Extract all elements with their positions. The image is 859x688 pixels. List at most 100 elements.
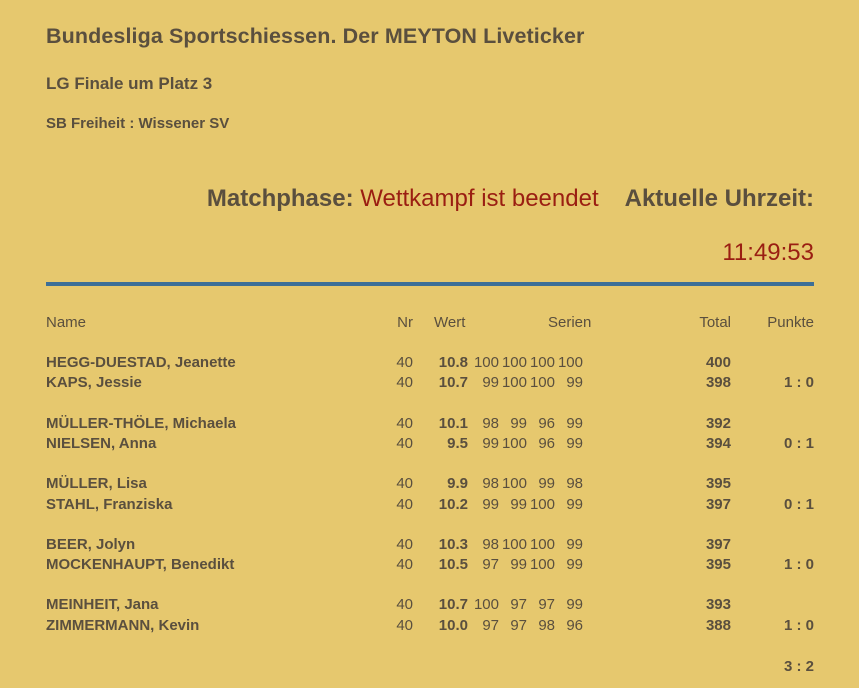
matchphase-value: Wettkampf ist beendet xyxy=(360,185,599,212)
serie-value: 96 xyxy=(538,415,555,432)
column-header-nr: Nr xyxy=(397,314,413,331)
shooter-nr: 40 xyxy=(396,536,413,553)
shooter-nr: 40 xyxy=(396,596,413,613)
shooter-serien: 99 100 96 99 xyxy=(473,434,597,454)
shooter-wert: 10.0 xyxy=(438,617,468,634)
shooter-nr: 40 xyxy=(396,374,413,391)
shooter-name: MÜLLER-THÖLE, Michaela xyxy=(46,415,237,432)
serie-value: 99 xyxy=(566,415,583,432)
serie-value: 96 xyxy=(566,617,583,634)
serie-value: 100 xyxy=(501,354,527,371)
status-line: Matchphase: Wettkampf ist beendet Aktuell… xyxy=(46,185,814,217)
shooter-name: KAPS, Jessie xyxy=(46,374,142,391)
serie-value: 97 xyxy=(510,596,527,613)
serie-value: 99 xyxy=(566,536,583,553)
serie-value: 100 xyxy=(501,435,527,452)
column-header-wert: Wert xyxy=(434,314,466,331)
shooter-nr: 40 xyxy=(396,354,413,371)
shooter-serien: 99 99 100 99 xyxy=(473,495,597,515)
duel-points: 1 : 0 xyxy=(783,556,814,573)
shooter-nr: 40 xyxy=(396,617,413,634)
shooter-serien: 100 97 97 99 xyxy=(473,595,597,615)
shooter-wert: 10.3 xyxy=(438,536,468,553)
shooter-total: 397 xyxy=(705,536,731,553)
serie-value: 98 xyxy=(566,475,583,492)
serie-value: 99 xyxy=(510,415,527,432)
serie-value: 100 xyxy=(557,354,583,371)
serie-value: 97 xyxy=(510,617,527,634)
shooter-nr: 40 xyxy=(396,435,413,452)
serie-value: 100 xyxy=(473,354,499,371)
duel-points: 0 : 1 xyxy=(783,435,814,452)
serie-value: 97 xyxy=(482,556,499,573)
shooter-wert: 10.2 xyxy=(438,496,468,513)
shooter-wert: 9.9 xyxy=(447,475,468,492)
shooter-total: 398 xyxy=(705,374,731,391)
shooter-total: 392 xyxy=(705,415,731,432)
serie-value: 100 xyxy=(529,556,555,573)
serie-value: 100 xyxy=(529,374,555,391)
duel-points: 1 : 0 xyxy=(783,374,814,391)
shooter-total: 388 xyxy=(705,617,731,634)
serie-value: 99 xyxy=(482,435,499,452)
shooter-total: 393 xyxy=(705,596,731,613)
shooter-name: MÜLLER, Lisa xyxy=(46,475,147,492)
serie-value: 99 xyxy=(566,435,583,452)
header-divider xyxy=(46,282,814,286)
column-header-punkte: Punkte xyxy=(767,314,814,331)
serie-value: 97 xyxy=(538,596,555,613)
duel-points: 0 : 1 xyxy=(783,496,814,513)
serie-value: 99 xyxy=(566,374,583,391)
shooter-wert: 10.1 xyxy=(438,415,468,432)
serie-value: 98 xyxy=(538,617,555,634)
shooter-total: 394 xyxy=(705,435,731,452)
serie-value: 100 xyxy=(501,475,527,492)
shooter-serien: 98 100 99 98 xyxy=(473,474,597,494)
shooter-serien: 100 100 100 100 xyxy=(473,353,597,373)
shooter-nr: 40 xyxy=(396,496,413,513)
shooter-name: BEER, Jolyn xyxy=(46,536,136,553)
shooter-serien: 99 100 100 99 xyxy=(473,373,597,393)
serie-value: 98 xyxy=(482,415,499,432)
serie-value: 100 xyxy=(501,536,527,553)
column-header-total: Total xyxy=(699,314,731,331)
team-matchup: SB Freiheit : Wissener SV xyxy=(46,115,230,132)
column-header-serien: Serien xyxy=(548,314,592,331)
page-title: Bundesliga Sportschiessen. Der MEYTON Li… xyxy=(46,24,585,48)
serie-value: 97 xyxy=(482,617,499,634)
serie-value: 99 xyxy=(538,475,555,492)
serie-value: 99 xyxy=(566,496,583,513)
duel-points: 1 : 0 xyxy=(783,617,814,634)
serie-value: 98 xyxy=(482,536,499,553)
serie-value: 98 xyxy=(482,475,499,492)
shooter-name: MEINHEIT, Jana xyxy=(46,596,159,613)
shooter-total: 397 xyxy=(705,496,731,513)
shooter-name: STAHL, Franziska xyxy=(46,496,173,513)
shooter-serien: 98 99 96 99 xyxy=(473,414,597,434)
serie-value: 100 xyxy=(473,596,499,613)
shooter-wert: 10.5 xyxy=(438,556,468,573)
shooter-total: 400 xyxy=(705,354,731,371)
shooter-serien: 97 99 100 99 xyxy=(473,555,597,575)
shooter-name: HEGG-DUESTAD, Jeanette xyxy=(46,354,236,371)
serie-value: 100 xyxy=(529,496,555,513)
matchphase-label: Matchphase: xyxy=(206,185,354,212)
shooter-wert: 9.5 xyxy=(447,435,468,452)
shooter-nr: 40 xyxy=(396,415,413,432)
final-score: 3 : 2 xyxy=(783,658,814,675)
serie-value: 100 xyxy=(529,354,555,371)
shooter-total: 395 xyxy=(705,556,731,573)
serie-value: 99 xyxy=(566,596,583,613)
shooter-name: MOCKENHAUPT, Benedikt xyxy=(46,556,235,573)
shooter-serien: 97 97 98 96 xyxy=(473,616,597,636)
shooter-wert: 10.8 xyxy=(438,354,468,371)
shooter-wert: 10.7 xyxy=(438,374,468,391)
serie-value: 96 xyxy=(538,435,555,452)
serie-value: 100 xyxy=(529,536,555,553)
shooter-name: ZIMMERMANN, Kevin xyxy=(46,617,200,634)
shooter-total: 395 xyxy=(705,475,731,492)
shooter-nr: 40 xyxy=(396,475,413,492)
serie-value: 99 xyxy=(482,496,499,513)
shooter-wert: 10.7 xyxy=(438,596,468,613)
shooter-name: NIELSEN, Anna xyxy=(46,435,157,452)
